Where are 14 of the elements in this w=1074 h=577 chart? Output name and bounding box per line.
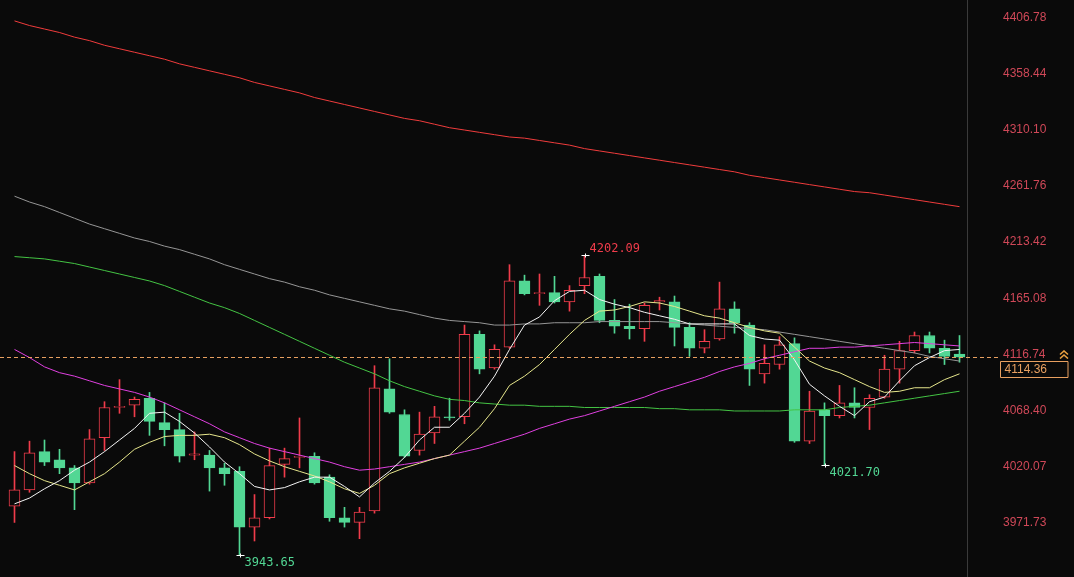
y-tick-label: 4165.08	[1003, 290, 1047, 305]
y-tick-label: 4213.42	[1003, 234, 1047, 249]
y-tick-label: 4310.10	[1003, 122, 1047, 137]
y-tick-label: 4116.74	[1003, 346, 1046, 361]
y-tick-label: 4020.07	[1003, 458, 1047, 473]
annotation: 3943.65	[244, 554, 296, 569]
annotation: 4021.70	[829, 464, 881, 479]
y-tick-label: 3971.73	[1003, 515, 1047, 530]
y-tick-label: 4261.76	[1003, 178, 1047, 193]
y-tick-label: 4068.40	[1003, 402, 1047, 417]
y-tick-label: 4406.78	[1003, 9, 1047, 24]
y-tick-label: 4358.44	[1003, 66, 1047, 81]
ref-line-label: 4114.36	[1004, 362, 1048, 377]
annotation: 4202.09	[589, 240, 641, 255]
